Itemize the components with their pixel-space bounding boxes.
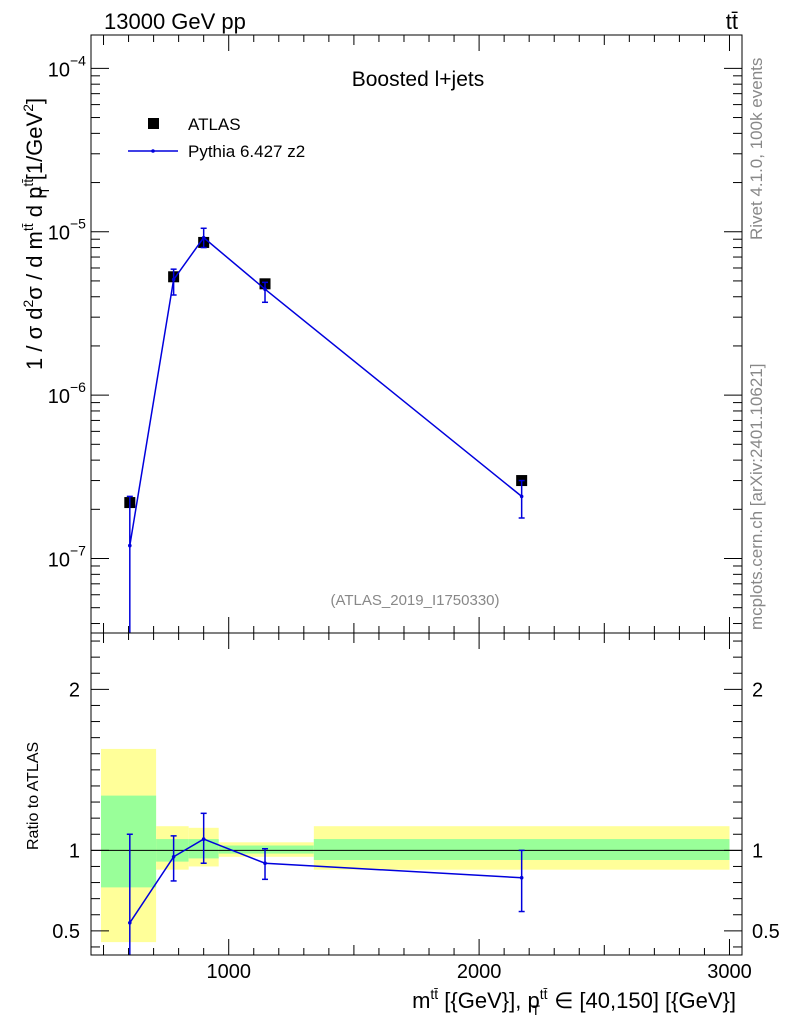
ratio-y-tick-label-left-0: 0.5	[52, 921, 80, 943]
y-axis-label: 1 / σ d2σ / d mtt̄ d ptt̄T[1/GeV2]	[20, 98, 52, 370]
ratio-y-tick-label-left-1: 1	[69, 840, 80, 862]
x-tick-label-2: 3000	[707, 961, 752, 983]
ratio-y-tick-label-right-1: 1	[752, 840, 763, 862]
pythia-point-1	[171, 277, 176, 282]
ratio-point-0	[128, 921, 132, 925]
header-energy: 13000 GeV pp	[104, 9, 246, 34]
y-tick-exp-2: −5	[70, 216, 86, 232]
y-tick-exp-1: −6	[70, 379, 86, 395]
y-tick-exp-0: −7	[70, 543, 86, 559]
x-tick-label-1: 2000	[457, 961, 502, 983]
ratio-plot-marks	[126, 812, 525, 955]
pythia-point-4	[519, 494, 524, 499]
ratio-bands	[91, 748, 742, 943]
y-tick-label-3: 10	[48, 59, 70, 81]
legend-pythia-marker	[151, 149, 155, 153]
ratio-green-band-4	[313, 839, 730, 861]
ratio-y-tick-label-right-0: 0.5	[752, 921, 780, 943]
y-tick-label-0: 10	[48, 550, 70, 572]
pythia-line	[129, 236, 523, 546]
analysis-watermark: (ATLAS_2019_I1750330)	[330, 592, 499, 609]
ratio-green-band-0	[101, 795, 157, 888]
ratio-point-2	[201, 837, 206, 841]
mcplots-label: mcplots.cern.ch [arXiv:2401.10621]	[747, 364, 766, 630]
legend: ATLAS Pythia 6.427 z2	[128, 115, 305, 161]
plot-title: Boosted l+jets	[352, 68, 485, 91]
x-tick-label-0: 1000	[206, 961, 251, 983]
ratio-point-1	[171, 854, 176, 859]
main-plot-marks	[124, 227, 528, 633]
ratio-y-tick-label-right-2: 2	[752, 679, 763, 701]
legend-pythia-label: Pythia 6.427 z2	[188, 142, 305, 161]
ratio-y-axis-label: Ratio to ATLAS	[25, 742, 42, 850]
header-process: tt̄	[726, 9, 738, 34]
ratio-point-4	[519, 875, 524, 880]
ratio-plot-frame	[90, 632, 743, 956]
pythia-point-0	[128, 543, 132, 548]
y-tick-label-1: 10	[48, 386, 70, 408]
y-tick-label-2: 10	[48, 223, 70, 245]
ratio-y-tick-label-left-2: 2	[69, 679, 80, 701]
x-axis-label: mtt̄ [{GeV}], ptt̄ T ∈ [40,150] [{GeV}]	[412, 986, 736, 1018]
legend-atlas-label: ATLAS	[188, 115, 241, 134]
rivet-label: Rivet 4.1.0, 100k events	[747, 58, 766, 240]
pythia-point-3	[263, 287, 267, 291]
y-tick-exp-3: −4	[70, 52, 86, 68]
ratio-green-band-3	[218, 845, 314, 854]
pythia-point-2	[201, 235, 206, 240]
legend-atlas-marker	[148, 118, 159, 129]
ratio-point-3	[263, 861, 267, 866]
